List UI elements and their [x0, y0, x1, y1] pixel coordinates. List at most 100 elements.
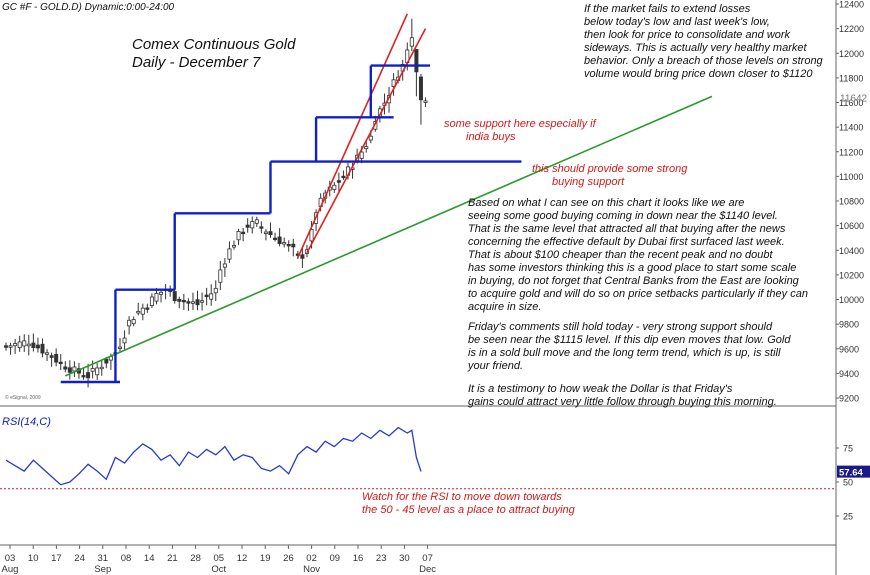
annotation-line: be seen near the $1115 level. If this di…: [468, 334, 791, 346]
candle-body: [236, 231, 241, 241]
annotation-line: volume would bring price down closer to …: [584, 68, 813, 80]
candle-body: [195, 299, 200, 306]
price-tick-label: 9600: [839, 344, 859, 354]
candle-body: [49, 355, 54, 358]
date-tick-label: 31: [98, 553, 109, 564]
month-label: Dec: [419, 564, 436, 575]
candle-body: [22, 340, 27, 347]
last-price-label: 11642: [840, 93, 868, 104]
price-tick-label: 9400: [839, 369, 859, 379]
candle-body: [181, 299, 186, 303]
price-tick-label: 11800: [839, 73, 863, 83]
chart-subtitle: Daily - December 7: [132, 54, 261, 71]
annotation-line: gains could attract very little follow t…: [468, 396, 777, 408]
annotation-line: Friday's comments still hold today - ver…: [468, 321, 773, 333]
price-tick-label: 9200: [839, 394, 859, 404]
date-tick-label: 30: [399, 553, 410, 564]
date-tick-label: 17: [51, 553, 62, 564]
annotation-line: then look for price to consolidate and w…: [584, 29, 791, 41]
rsi-tick-label: 25: [843, 512, 853, 522]
candle-body: [186, 301, 191, 304]
candle-body: [291, 243, 296, 248]
candle-body: [273, 237, 278, 241]
candle-body: [90, 368, 95, 372]
annotation-india-support: some support here especially if india bu…: [444, 118, 596, 144]
chart-title-block: Comex Continuous Gold Daily - December 7: [132, 36, 295, 72]
candle-body: [213, 287, 218, 294]
annotation-top-right: If the market fails to extend losses bel…: [584, 3, 823, 81]
candle-body: [209, 293, 214, 300]
annotation-line: Based on what I can see on this chart it…: [468, 197, 745, 209]
annotation-line: It is a testimony to how weak the Dollar…: [468, 383, 733, 395]
candle-body: [341, 175, 346, 179]
candle-body: [332, 184, 337, 190]
annotation-line: india buys: [466, 131, 516, 143]
candle-body: [149, 296, 154, 306]
price-tick-label: 10600: [839, 221, 864, 231]
candle-body: [368, 135, 373, 141]
candle-body: [418, 76, 423, 101]
candle-body: [218, 269, 223, 283]
rsi-last-value-label: 57.64: [839, 468, 863, 479]
annotation-line: buying support: [552, 176, 625, 188]
candle-body: [145, 307, 150, 310]
annotation-strong-support: this should provide some strong buying s…: [532, 163, 687, 189]
candle-body: [364, 146, 369, 150]
date-tick-label: 26: [283, 553, 294, 564]
date-tick-label: 09: [330, 553, 341, 564]
candle-body: [26, 343, 31, 347]
candle-body: [309, 228, 314, 242]
annotation-line: seeing some good buying coming in down n…: [468, 210, 778, 222]
price-tick-label: 10200: [839, 270, 864, 280]
candle-body: [336, 180, 341, 183]
candle-body: [13, 343, 18, 347]
rsi-last-value-box: [837, 465, 870, 478]
price-panel: [4, 13, 713, 388]
candle-body: [72, 366, 77, 372]
trend-line: [64, 95, 713, 377]
date-tick-label: 21: [167, 553, 178, 564]
rsi-panel: [0, 426, 836, 490]
annotation-line: acquire in size.: [468, 301, 542, 313]
candle-body: [259, 226, 264, 229]
candle-body: [286, 244, 291, 247]
annotation-line: the 50 - 45 level as a place to attract …: [362, 504, 575, 516]
month-label: Oct: [211, 564, 226, 575]
price-tick-label: 10000: [839, 295, 864, 305]
price-tick-label: 10400: [839, 246, 864, 256]
candle-body: [200, 300, 205, 303]
date-tick-label: 28: [190, 553, 201, 564]
candle-body: [177, 298, 182, 302]
month-label: Sep: [94, 564, 111, 575]
annotation-line: If the market fails to extend losses: [584, 3, 751, 15]
candle-body: [118, 346, 123, 349]
date-tick-label: 10: [28, 553, 39, 564]
date-tick-label: 23: [376, 553, 387, 564]
channel-line: [297, 13, 409, 258]
annotation-line: this should provide some strong: [532, 163, 688, 175]
annotation-line: to acquire gold and will do so on price …: [468, 288, 808, 300]
candle-body: [231, 245, 236, 248]
candle-body: [58, 361, 63, 365]
date-tick-label: 24: [74, 553, 85, 564]
rsi-tick-label: 50: [843, 478, 853, 488]
price-tick-label: 11000: [839, 172, 863, 182]
candle-body: [241, 231, 246, 235]
annotation-paragraph-3: It is a testimony to how weak the Dollar…: [468, 383, 777, 409]
candle-body: [31, 342, 36, 348]
rsi-title: RSI(14,C): [2, 416, 51, 428]
date-tick-label: 12: [237, 553, 248, 564]
candle-body: [40, 343, 45, 354]
annotation-line: has some investors thinking this is a go…: [468, 262, 797, 274]
price-tick-label: 11200: [839, 147, 863, 157]
candle-body: [131, 319, 136, 325]
date-tick-label: 19: [260, 553, 271, 564]
annotation-line: behavior. Only a breach of those levels …: [584, 55, 823, 67]
date-tick-label: 08: [121, 553, 132, 564]
symbol-header: GC #F - GOLD.D) Dynamic:0:00-24:00: [2, 2, 175, 13]
candle-body: [81, 375, 86, 378]
candle-body: [391, 79, 396, 87]
